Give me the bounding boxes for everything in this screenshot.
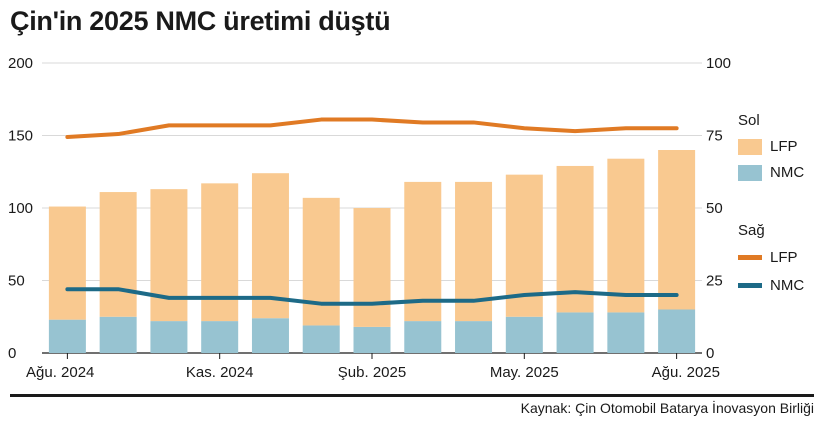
bar-nmc-12 [658,309,696,353]
right-tick-25: 25 [706,273,723,290]
bar-nmc-1 [99,316,137,353]
x-tick-label-2: Şub. 2025 [338,364,406,381]
bar-series [48,150,696,353]
left-tick-150: 150 [8,128,33,145]
legend-lfp-bar-swatch [738,138,762,155]
bar-nmc-7 [404,321,442,353]
x-tick-label-1: Kas. 2024 [186,364,254,381]
source-note: Kaynak: Çin Otomobil Batarya İnovasyon B… [520,400,814,416]
legend-lfp-line-swatch [738,255,762,260]
bar-nmc-11 [607,312,645,353]
bar-lfp-1 [99,192,137,317]
page-title: Çin'in 2025 NMC üretimi düştü [10,6,391,36]
legend-nmc-line-swatch [738,283,762,288]
bar-lfp-12 [658,150,696,310]
left-axis-ticks: 0 50 100 150 200 [8,55,33,362]
bar-nmc-2 [150,321,188,353]
right-tick-50: 50 [706,200,723,217]
legend-lfp-label: LFP [770,138,798,155]
right-tick-100: 100 [706,55,731,72]
bar-lfp-10 [556,165,594,313]
left-tick-0: 0 [8,345,16,362]
legend-lfp-line-label: LFP [770,249,798,266]
line-lfp [65,117,679,139]
bar-lfp-3 [201,183,239,322]
legend-nmc-bar-swatch [738,164,762,181]
bar-nmc-10 [556,312,594,353]
legend-nmc-line-label: NMC [770,277,805,294]
bar-nmc-0 [48,319,86,353]
legend-nmc-label: NMC [770,164,805,181]
chart-svg: 0 50 100 150 200 0 25 50 75 100 Ağu. 2024 Kas. 20… [8,55,731,381]
legend-right-lfp: LFP [738,249,798,266]
x-tick-label-0: Ağu. 2024 [26,364,94,381]
bar-nmc-4 [251,318,289,353]
legend-left-lfp: LFP [738,138,798,155]
bar-lfp-5 [302,197,340,326]
bar-lfp-2 [150,189,188,322]
x-tick-label-3: May. 2025 [490,364,559,381]
legend-right-nmc: NMC [738,277,804,294]
bar-nmc-6 [353,326,391,353]
footer-divider [10,394,814,397]
bar-lfp-6 [353,208,391,327]
bar-nmc-5 [302,325,340,353]
right-tick-75: 75 [706,128,723,145]
line-nmc [65,287,679,306]
bar-lfp-4 [251,173,289,319]
right-axis-ticks: 0 25 50 75 100 [706,55,731,362]
legend-left-nmc: NMC [738,164,804,181]
legend-left-heading: Sol [738,112,760,129]
bar-nmc-8 [455,321,493,353]
left-tick-50: 50 [8,273,25,290]
legend-right-heading: Sağ [738,222,765,239]
left-tick-100: 100 [8,200,33,217]
x-axis: Ağu. 2024 Kas. 2024 Şub. 2025 May. 2025 Ağu.… [26,353,720,381]
left-tick-200: 200 [8,55,33,72]
bar-lfp-7 [404,181,442,322]
x-tick-label-4: Ağu. 2025 [652,364,720,381]
bar-nmc-3 [201,321,239,353]
line-series [65,117,679,306]
bar-nmc-9 [505,316,543,353]
bar-lfp-11 [607,158,645,313]
bar-lfp-0 [48,206,86,320]
right-tick-0: 0 [706,345,714,362]
